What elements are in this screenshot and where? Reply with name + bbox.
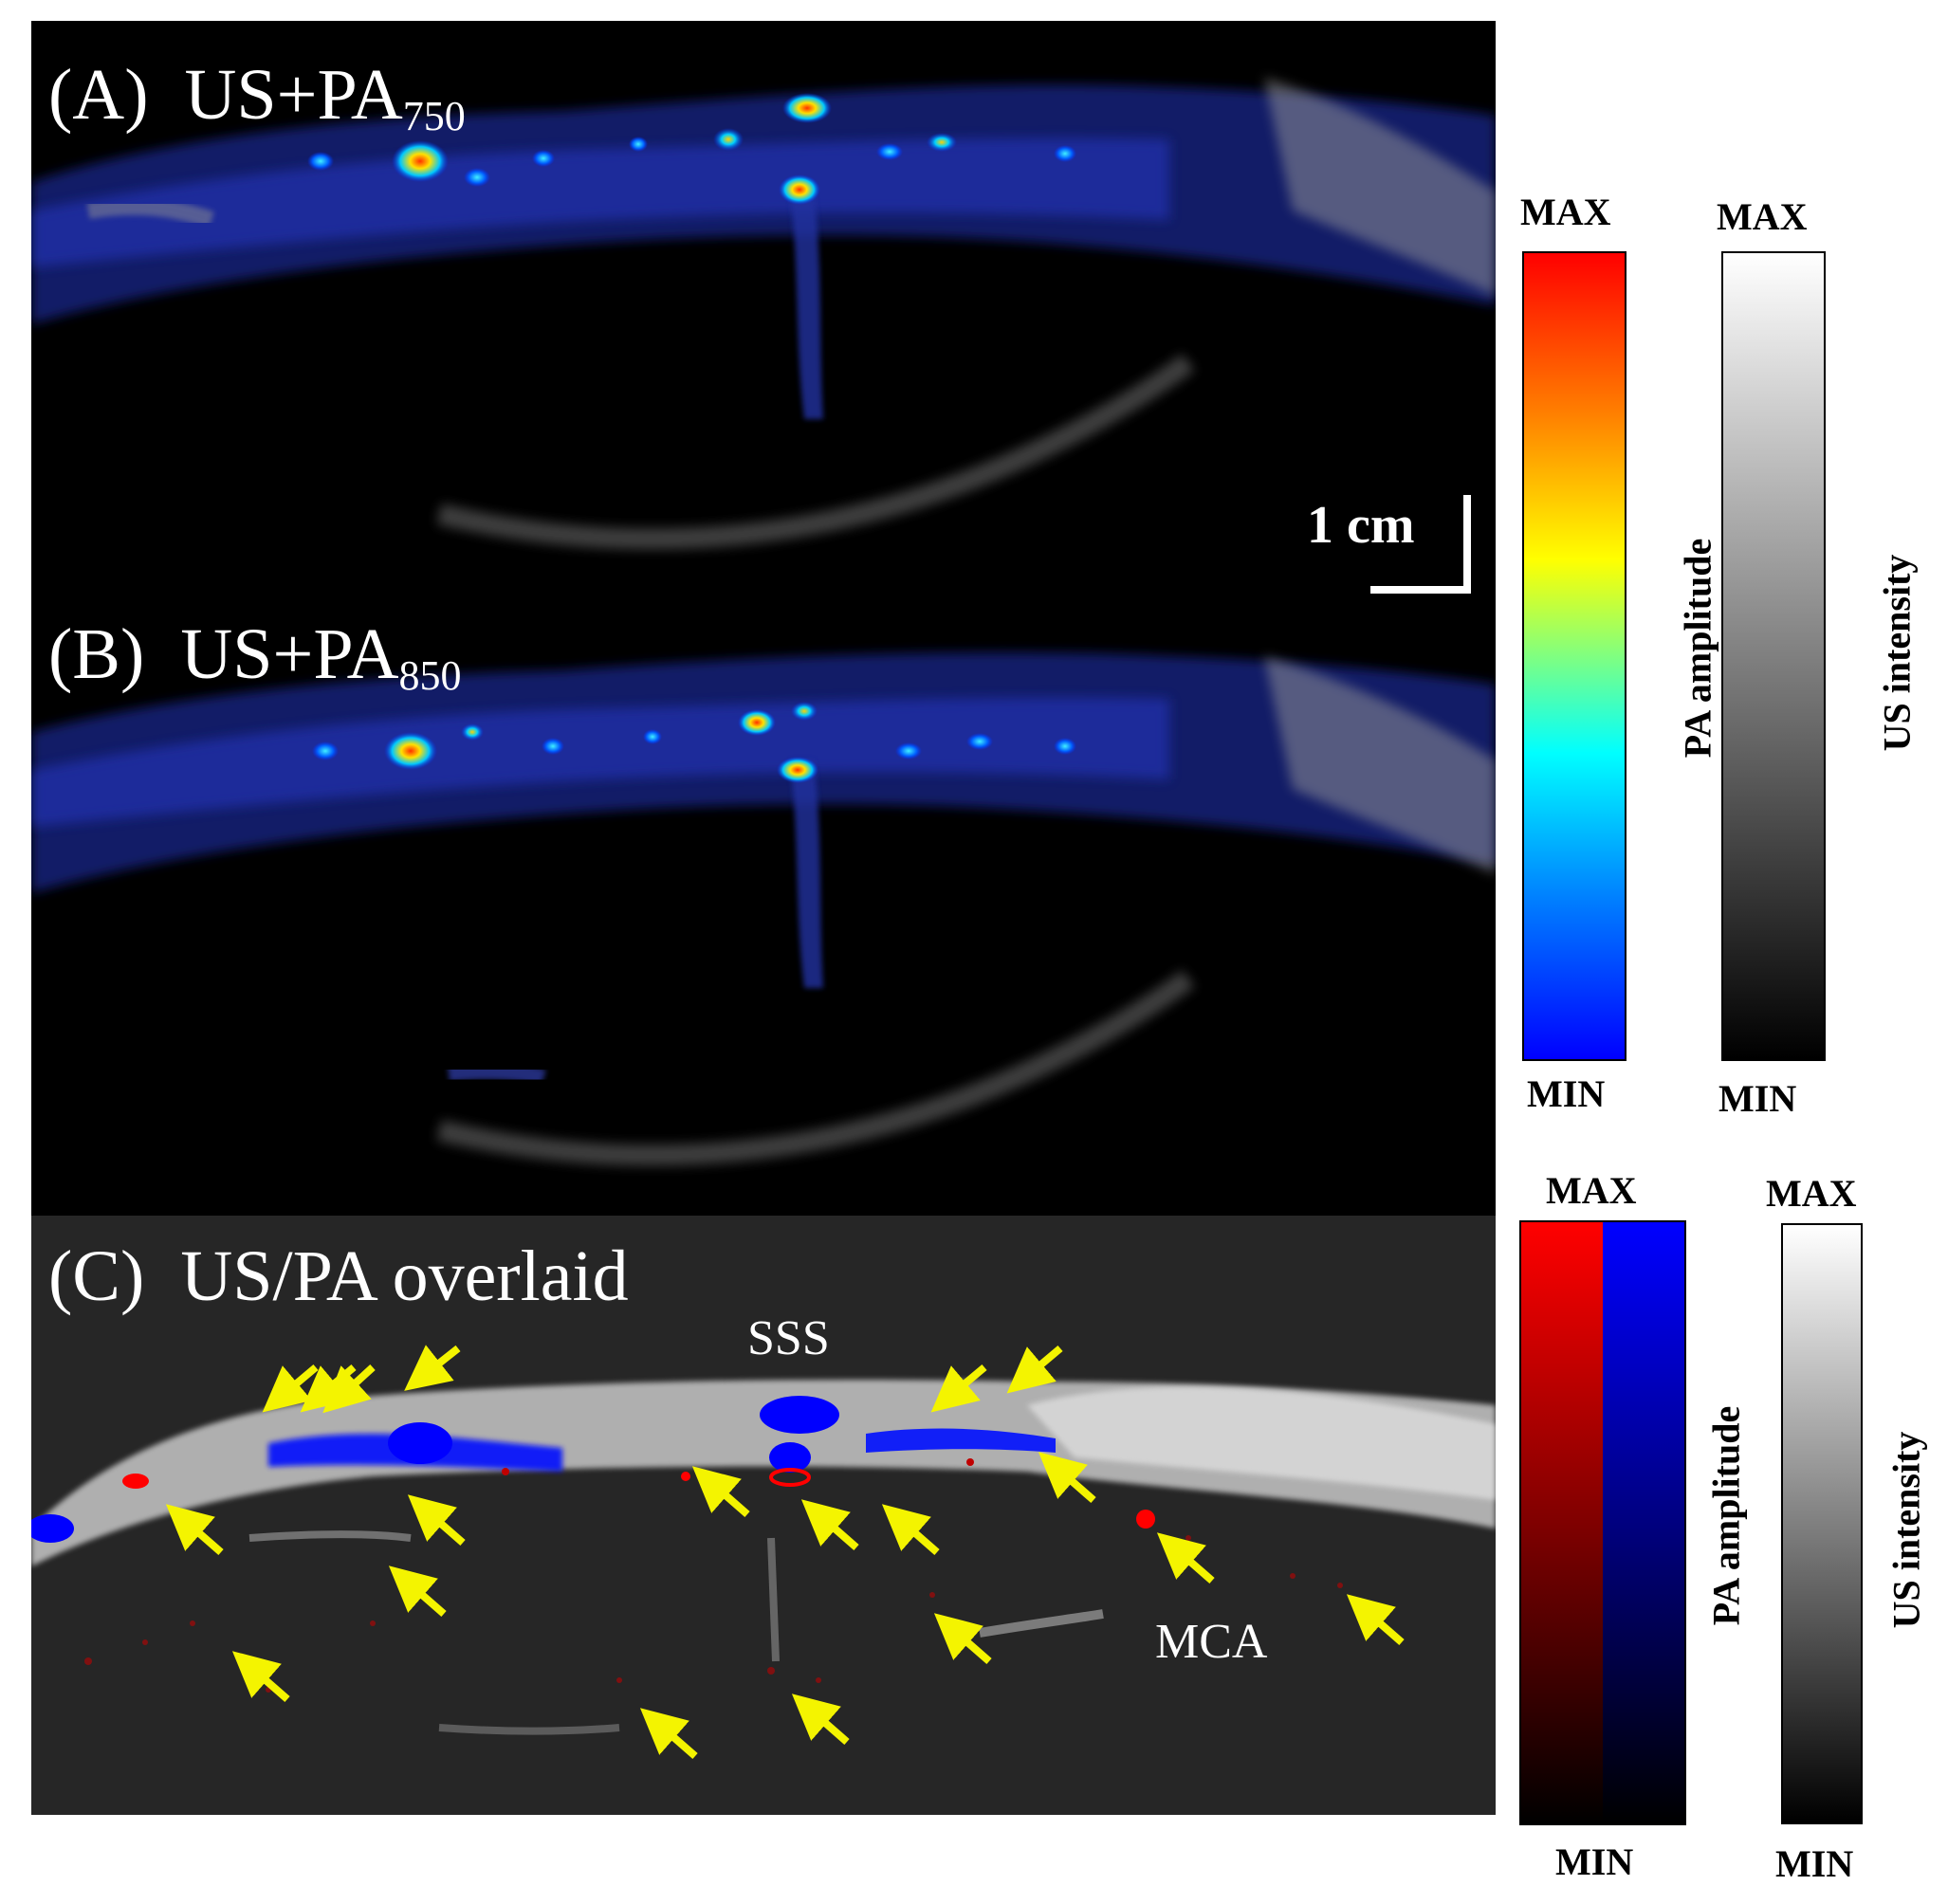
arrow — [691, 1466, 750, 1518]
pa-colorbar-top-max: MAX — [1520, 191, 1611, 233]
pa-colorbar-bottom-blue — [1603, 1222, 1684, 1823]
arrow — [791, 1693, 850, 1746]
arrow — [800, 1499, 859, 1551]
pa-colorbar-bottom-title: PA amplitude — [1704, 1405, 1748, 1626]
sss-annotation: SSS — [747, 1311, 830, 1365]
panel-a-image: (A) US+PA750 1 cm — [31, 21, 1496, 618]
us-colorbar-bottom-max: MAX — [1766, 1172, 1857, 1215]
us-colorbar-bottom-title: US intensity — [1884, 1431, 1928, 1629]
us-colorbar-top — [1721, 251, 1826, 1061]
arrow — [165, 1504, 224, 1556]
panel-a-title: (A) US+PA750 — [48, 55, 466, 139]
mca-annotation: MCA — [1155, 1615, 1268, 1669]
panel-c-title: (C) US/PA overlaid — [48, 1236, 629, 1316]
panel-c-image: (C) US/PA overlaid SSS MCA — [31, 1216, 1496, 1815]
arrow — [262, 1364, 319, 1413]
arrow — [639, 1708, 698, 1760]
us-colorbar-top-title: US intensity — [1875, 554, 1919, 752]
panel-b-brain-image — [31, 651, 1496, 1166]
pa-colorbar-bottom-min: MIN — [1555, 1840, 1634, 1883]
pa-colorbar-bottom-max: MAX — [1546, 1169, 1637, 1212]
us-colorbar-bottom — [1781, 1223, 1863, 1824]
pa-colorbar-top-min: MIN — [1527, 1072, 1606, 1115]
arrow — [322, 1364, 376, 1414]
arrow — [1038, 1452, 1096, 1504]
arrow — [930, 1364, 987, 1413]
arrow — [881, 1504, 940, 1556]
arrow — [933, 1613, 992, 1665]
scale-bar — [1370, 495, 1471, 594]
us-colorbar-top-min: MIN — [1718, 1077, 1797, 1120]
panel-b-title: (B) US+PA850 — [48, 618, 462, 699]
panel-b-image: (B) US+PA850 — [31, 618, 1496, 1216]
arrow — [1346, 1594, 1405, 1646]
arrow — [404, 1345, 461, 1391]
arrow — [231, 1651, 290, 1703]
panel-a-brain-image — [31, 78, 1496, 550]
scale-bar-label: 1 cm — [1307, 496, 1415, 555]
arrow — [1156, 1532, 1215, 1584]
us-colorbar-top-max: MAX — [1717, 195, 1808, 238]
panel-c-brain-image — [31, 1345, 1496, 1760]
arrow — [388, 1565, 447, 1618]
us-colorbar-bottom-min: MIN — [1775, 1842, 1854, 1885]
pa-colorbar-top-title: PA amplitude — [1676, 538, 1719, 759]
pa-colorbar-top — [1522, 251, 1626, 1061]
arrow — [407, 1494, 466, 1547]
pa-colorbar-bottom-red — [1521, 1222, 1603, 1823]
arrow — [1006, 1345, 1063, 1394]
pa-colorbar-bottom — [1519, 1220, 1686, 1825]
